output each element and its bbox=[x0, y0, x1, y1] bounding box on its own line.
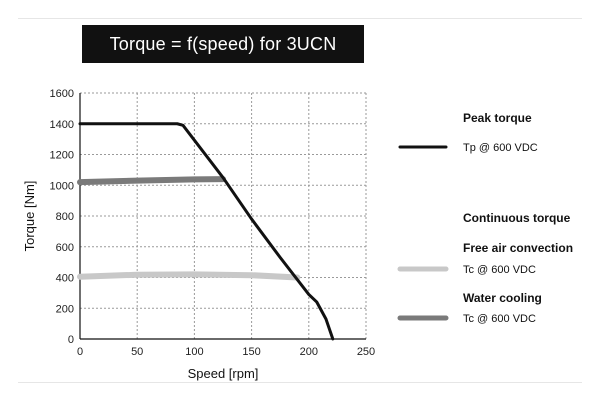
legend-water-heading: Water cooling bbox=[463, 291, 542, 305]
axes bbox=[79, 93, 366, 340]
y-tick-label: 200 bbox=[56, 303, 74, 315]
y-tick-label: 400 bbox=[56, 273, 74, 285]
x-tick-label: 250 bbox=[357, 346, 375, 358]
x-tick-label: 200 bbox=[300, 346, 318, 358]
x-axis-label: Speed [rpm] bbox=[188, 366, 259, 381]
y-tick-label: 1000 bbox=[50, 180, 74, 192]
grid bbox=[80, 92, 367, 339]
chart-title: Torque = f(speed) for 3UCN bbox=[82, 25, 364, 63]
y-tick-label: 1600 bbox=[50, 88, 74, 100]
series-line-free-air bbox=[77, 271, 301, 281]
legend-water-label: Tc @ 600 VDC bbox=[463, 313, 536, 325]
x-tick-label: 150 bbox=[242, 346, 260, 358]
y-tick-label: 800 bbox=[56, 211, 74, 223]
bottom-border-line bbox=[18, 382, 582, 383]
legend-continuous-heading: Continuous torque bbox=[463, 211, 571, 225]
y-tick-label: 0 bbox=[68, 334, 74, 346]
series-line-peak bbox=[78, 122, 335, 341]
legend: Peak torque Tp @ 600 VDC Continuous torq… bbox=[397, 111, 573, 325]
legend-peak-label: Tp @ 600 VDC bbox=[463, 142, 538, 154]
legend-free-air-heading: Free air convection bbox=[463, 241, 573, 255]
series-line-water-cooling bbox=[77, 176, 226, 186]
x-tick-label: 0 bbox=[77, 346, 83, 358]
legend-peak-heading: Peak torque bbox=[463, 111, 532, 125]
series-lines bbox=[77, 122, 335, 341]
tick-labels: 0 200 400 600 800 1000 1200 1400 1600 0 50 100 150 20… bbox=[50, 88, 376, 358]
y-tick-label: 600 bbox=[56, 242, 74, 254]
y-tick-label: 1200 bbox=[50, 150, 74, 162]
top-border-line bbox=[18, 18, 582, 19]
y-tick-label: 1400 bbox=[50, 119, 74, 131]
x-tick-label: 50 bbox=[131, 346, 143, 358]
legend-free-air-label: Tc @ 600 VDC bbox=[463, 264, 536, 276]
x-tick-label: 100 bbox=[185, 346, 203, 358]
y-axis-label: Torque [Nm] bbox=[22, 181, 37, 252]
